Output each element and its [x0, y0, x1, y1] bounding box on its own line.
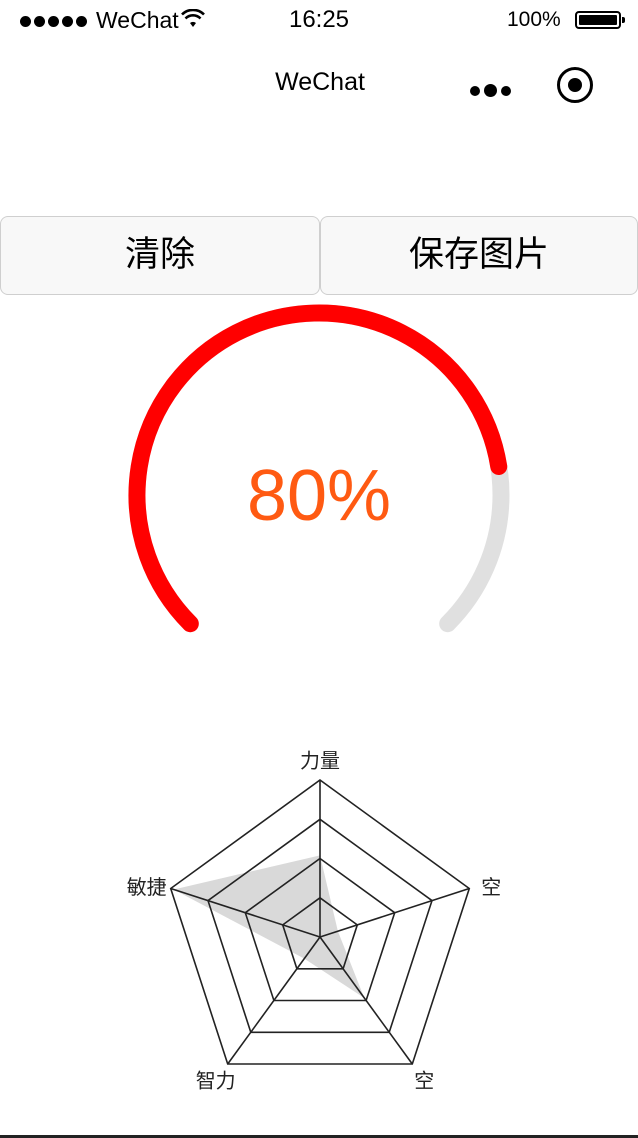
radar-axis-label: 智力 [196, 1069, 236, 1093]
radar-grid-ring [244, 857, 396, 1002]
more-icon[interactable] [462, 76, 522, 106]
radar-grid-ring [169, 779, 471, 1065]
radar-data-area [173, 855, 365, 998]
close-target-icon[interactable] [557, 67, 593, 103]
carrier-label: WeChat [96, 7, 179, 33]
radar-spoke [319, 936, 413, 1065]
wifi-icon [181, 9, 205, 27]
gauge-progress-arc [128, 304, 508, 633]
nav-title: WeChat [275, 68, 365, 96]
radar-grid-ring [281, 896, 359, 970]
save-image-button[interactable]: 保存图片 [320, 216, 638, 295]
radar-spoke [227, 936, 321, 1065]
radar-spoke [170, 887, 321, 938]
gauge-value-label: 80% [246, 456, 392, 536]
radar-axis-label: 空 [481, 875, 501, 899]
radar-grid-ring [207, 818, 433, 1034]
radar-axis-label: 空 [414, 1069, 434, 1093]
signal-dots-icon [20, 14, 90, 32]
bottom-divider [0, 1135, 638, 1138]
radar-spoke [319, 887, 470, 938]
status-time: 16:25 [288, 6, 350, 33]
battery-percent: 100% [507, 8, 561, 31]
nav-bar: WeChat [0, 40, 638, 126]
radar-axis-label: 力量 [300, 749, 340, 773]
battery-icon [575, 11, 625, 29]
clear-button[interactable]: 清除 [0, 216, 320, 295]
radar-axis-label: 敏捷 [127, 875, 167, 899]
status-bar: WeChat 16:25 100% [0, 0, 638, 40]
progress-gauge [128, 304, 510, 633]
